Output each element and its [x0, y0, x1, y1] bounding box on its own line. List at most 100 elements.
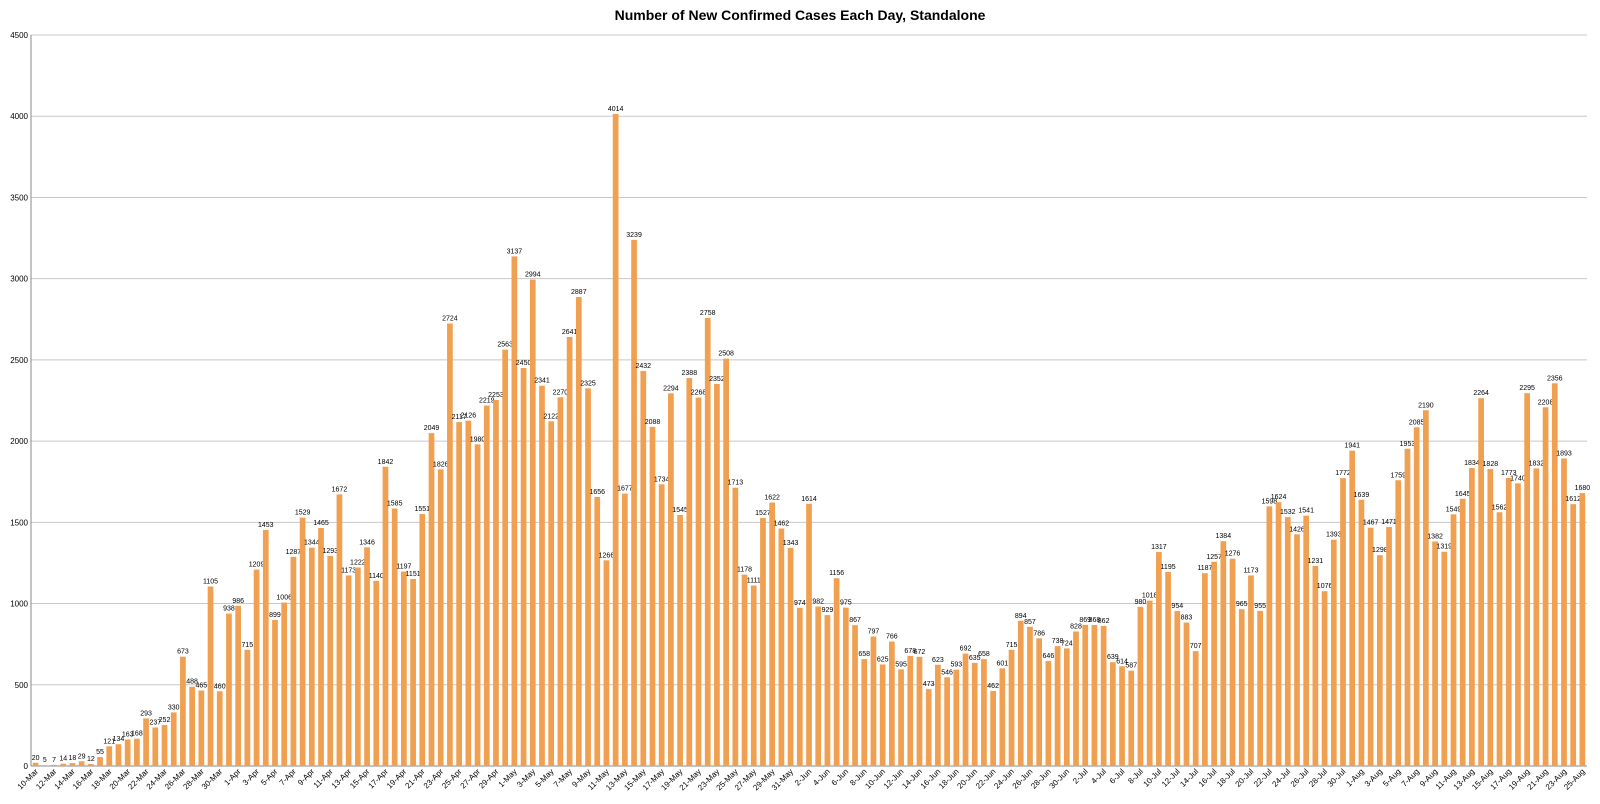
x-tick-label: 1-Aug — [1344, 767, 1365, 788]
bar — [585, 388, 591, 766]
bar — [1413, 427, 1420, 766]
bar — [1441, 551, 1448, 766]
data-label: 601 — [997, 660, 1009, 667]
data-label: 2190 — [1418, 402, 1434, 409]
data-label: 1834 — [1464, 460, 1480, 467]
bar — [622, 493, 628, 766]
bar — [483, 405, 490, 766]
data-label: 1105 — [203, 579, 218, 586]
bar — [1119, 666, 1125, 766]
data-label: 14 — [59, 756, 67, 763]
bar — [824, 615, 831, 766]
bar — [631, 239, 637, 767]
y-tick-label: 2500 — [10, 356, 28, 365]
data-label: 614 — [1116, 658, 1128, 665]
bar — [1450, 514, 1457, 766]
bar — [1312, 566, 1319, 766]
bar — [1551, 383, 1558, 766]
x-tick-label: 24-Jul — [1270, 767, 1292, 789]
bar — [1367, 527, 1374, 766]
data-label: 1287 — [286, 549, 302, 556]
bar — [1579, 493, 1586, 766]
data-label: 1276 — [1225, 551, 1241, 558]
bar — [787, 547, 794, 766]
bar — [437, 469, 444, 766]
bar — [336, 494, 343, 766]
bar — [852, 625, 858, 766]
data-label: 862 — [1098, 618, 1110, 625]
bar — [695, 397, 702, 766]
bar — [999, 668, 1006, 766]
data-label: 1680 — [1575, 485, 1591, 492]
data-label: 1645 — [1455, 491, 1471, 498]
data-label: 1465 — [313, 520, 329, 527]
bar — [548, 421, 555, 766]
bar — [944, 677, 950, 766]
data-label: 2325 — [580, 380, 596, 387]
y-tick-label: 4000 — [10, 112, 28, 121]
data-label: 2887 — [571, 289, 587, 296]
data-label: 1740 — [1510, 475, 1526, 482]
data-label: 1140 — [369, 573, 384, 580]
data-label: 857 — [1024, 619, 1036, 626]
data-label: 707 — [1190, 643, 1202, 650]
data-label: 4014 — [608, 106, 624, 113]
bar — [134, 738, 140, 766]
bar — [760, 517, 766, 766]
data-label: 587 — [1125, 663, 1137, 670]
bar — [981, 659, 987, 766]
bar — [1146, 600, 1153, 766]
bar — [1229, 558, 1236, 766]
bar — [272, 619, 278, 766]
data-label: 18 — [69, 755, 77, 762]
bar — [355, 567, 361, 766]
data-label: 724 — [1061, 640, 1073, 647]
data-label: 593 — [950, 662, 962, 669]
data-label: 1551 — [415, 506, 431, 513]
x-tick-label: 2-Jun — [793, 767, 814, 788]
bar — [1386, 527, 1392, 766]
bar — [971, 662, 978, 766]
data-label: 1545 — [672, 507, 688, 514]
bar — [1165, 571, 1171, 766]
bar — [1524, 393, 1531, 766]
bar — [1478, 398, 1484, 766]
data-label: 1257 — [1206, 554, 1222, 561]
data-label: 2450 — [516, 360, 532, 367]
bar — [1321, 591, 1328, 766]
data-label: 1532 — [1280, 509, 1296, 516]
data-label: 7 — [52, 757, 56, 764]
data-label: 868 — [1089, 617, 1101, 624]
x-tick-label: 30-Mar — [200, 767, 225, 792]
data-label: 1173 — [341, 567, 356, 574]
bar — [1202, 573, 1208, 766]
chart-title: Number of New Confirmed Cases Each Day, … — [614, 7, 986, 23]
x-tick-label: 1-Apr — [222, 767, 242, 787]
bar — [1376, 555, 1383, 766]
data-label: 786 — [1033, 630, 1045, 637]
bar — [391, 508, 398, 766]
bar — [226, 613, 232, 766]
data-label: 2641 — [562, 329, 578, 336]
bar — [1100, 625, 1107, 766]
bar — [1220, 541, 1227, 766]
bar — [1469, 468, 1475, 766]
data-label: 55 — [96, 749, 104, 756]
bar — [1423, 410, 1429, 766]
data-label: 1772 — [1335, 470, 1351, 477]
data-label: 2356 — [1547, 375, 1563, 382]
bar — [935, 664, 941, 766]
data-label: 1893 — [1556, 450, 1572, 457]
bar — [1515, 483, 1521, 766]
data-label: 1773 — [1501, 470, 1517, 477]
bar — [1533, 468, 1540, 766]
x-tick-label: 26-Jul — [1289, 767, 1311, 789]
data-label: 1980 — [470, 436, 486, 443]
data-label: 1612 — [1565, 496, 1581, 503]
x-tick-label: 10-Jul — [1142, 767, 1164, 789]
data-label: 965 — [1236, 601, 1248, 608]
data-label: 639 — [1107, 654, 1119, 661]
bar — [143, 718, 149, 766]
bar — [879, 664, 886, 766]
